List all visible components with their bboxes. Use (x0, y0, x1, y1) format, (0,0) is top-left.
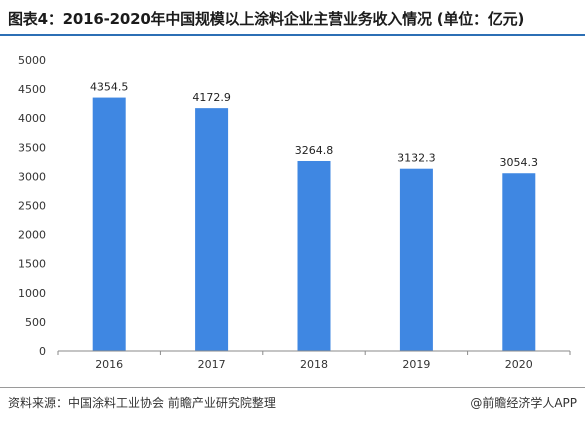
x-tick-label-2018: 2018 (300, 358, 328, 370)
y-tick-label: 4000 (18, 112, 46, 125)
data-label-2018: 3264.8 (295, 144, 334, 157)
y-tick-label: 4500 (18, 83, 46, 96)
y-tick-label: 5000 (18, 54, 46, 67)
y-tick-label: 3500 (18, 141, 46, 154)
data-label-2020: 3054.3 (500, 156, 539, 169)
bar-2017 (195, 108, 229, 351)
y-tick-label: 1500 (18, 258, 46, 271)
x-tick-label-2017: 2017 (198, 358, 226, 370)
y-tick-label: 0 (39, 345, 46, 358)
source-note: 资料来源：中国涂料工业协会 前瞻产业研究院整理 (8, 396, 276, 410)
y-tick-label: 3000 (18, 170, 46, 183)
y-tick-label: 2000 (18, 229, 46, 242)
bar-2016 (92, 97, 126, 351)
y-axis: 0 500 1000 1500 2000 2500 3000 3500 4000 4500 5000 (18, 54, 46, 358)
x-tick-label-2016: 2016 (95, 358, 123, 370)
data-label-2016: 4354.5 (90, 81, 129, 94)
x-axis: 2016 2017 2018 2019 2020 (57, 350, 571, 370)
bar-chart: 0 500 1000 1500 2000 2500 3000 3500 4000 4500 5000… (18, 54, 571, 370)
chart-title: 图表4：2016-2020年中国规模以上涂料企业主营业务收入情况 (单位：亿元) (8, 10, 525, 28)
y-tick-label: 2500 (18, 200, 46, 213)
x-tick-label-2020: 2020 (505, 358, 533, 370)
x-tick-label-2019: 2019 (402, 358, 430, 370)
bars: 4354.5 4172.9 3264.8 3132.3 3054.3 (90, 81, 538, 351)
title-divider (0, 34, 585, 36)
data-label-2017: 4172.9 (192, 91, 231, 104)
y-tick-label: 1000 (18, 287, 46, 300)
y-tick-label: 500 (25, 316, 46, 329)
bar-2020 (502, 173, 536, 351)
bar-2018 (297, 160, 331, 351)
data-label-2019: 3132.3 (397, 152, 436, 165)
brand-credit: @前瞻经济学人APP (470, 396, 577, 410)
bar-2019 (399, 168, 433, 351)
footer-divider (0, 387, 585, 388)
